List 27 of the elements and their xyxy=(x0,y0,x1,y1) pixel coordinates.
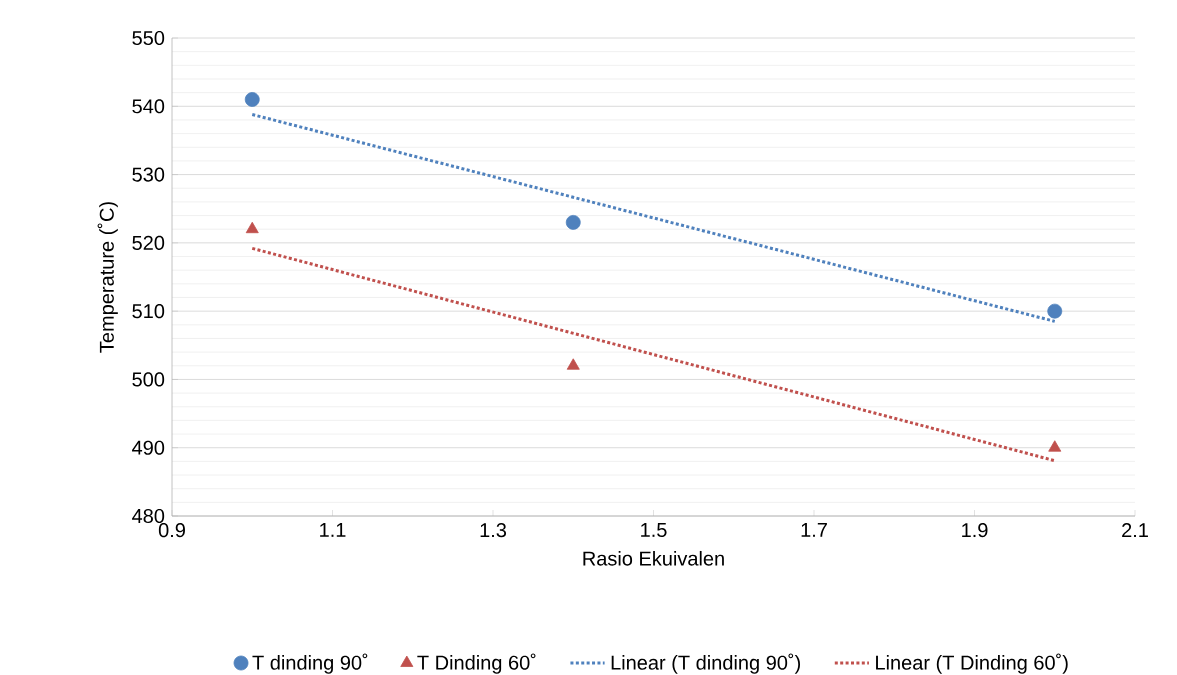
x-tick-label: 1.9 xyxy=(962,523,988,538)
y-tick-label: 550 xyxy=(132,30,165,46)
y-tick-label: 500 xyxy=(132,372,165,387)
x-tick-label: 1.5 xyxy=(641,523,667,538)
legend-label: Linear (T dinding 90˚) xyxy=(611,653,801,674)
x-axis-title: Rasio Ekuivalen xyxy=(583,550,724,566)
x-tick-label: 1.3 xyxy=(480,523,507,538)
y-tick-label: 490 xyxy=(132,440,165,455)
x-tick-label: 0.9 xyxy=(158,523,185,538)
legend-label: Linear (T Dinding 60˚) xyxy=(876,653,1068,674)
point xyxy=(244,92,260,107)
y-tick-label: 520 xyxy=(132,235,165,250)
point xyxy=(1048,440,1062,452)
y-tick-label: 480 xyxy=(132,508,165,524)
y-tick-label: 540 xyxy=(132,99,165,114)
legend-label: T Dinding 60˚ xyxy=(417,653,536,674)
y-axis-title: Temperature (˚C) xyxy=(97,202,118,353)
y-tick-label: 530 xyxy=(132,167,165,182)
point xyxy=(1047,303,1063,319)
point xyxy=(245,221,259,234)
point xyxy=(565,214,581,230)
point xyxy=(566,358,580,370)
x-tick-label: 1.1 xyxy=(320,523,346,537)
legend-label: T dinding 90˚ xyxy=(252,653,368,674)
x-tick-label: 2.1 xyxy=(1122,523,1148,538)
x-tick-label: 1.7 xyxy=(801,523,827,537)
y-tick-label: 510 xyxy=(132,304,165,319)
